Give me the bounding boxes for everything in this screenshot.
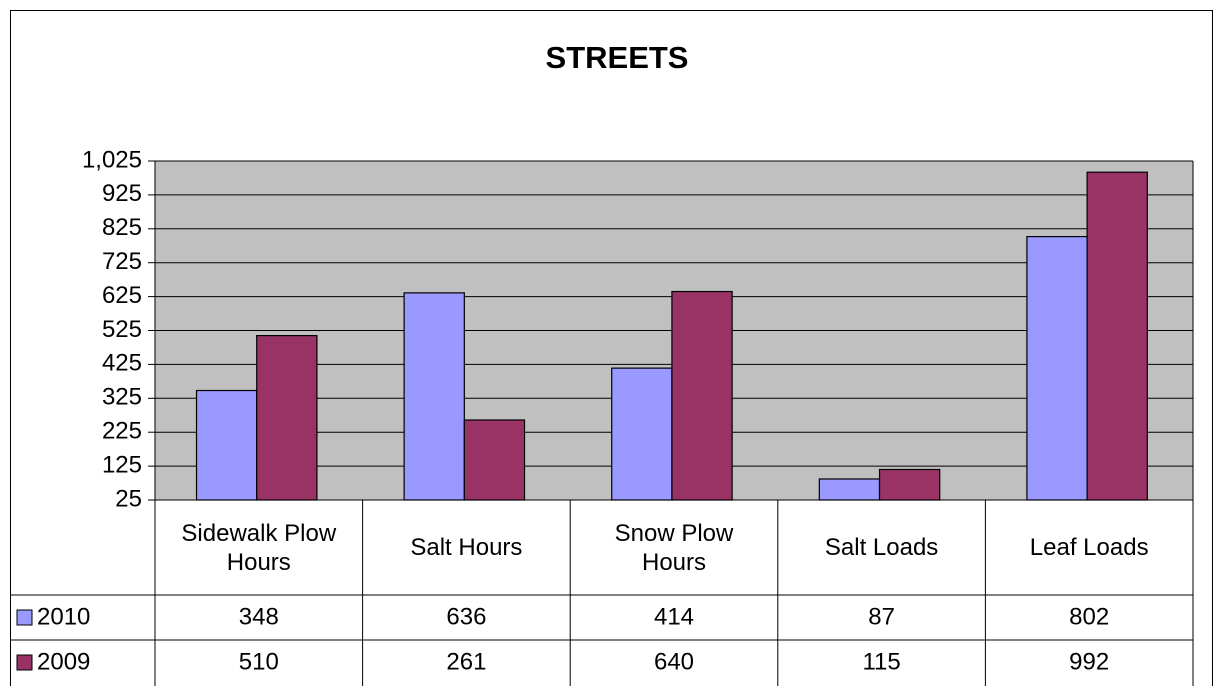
y-tick-label: 225	[102, 418, 142, 445]
table-value: 261	[446, 648, 486, 675]
legend-key	[16, 609, 33, 626]
bar	[1086, 171, 1148, 501]
bar	[256, 334, 318, 501]
category-text: Sidewalk Plow Hours	[181, 519, 337, 576]
y-tick-label: 925	[102, 180, 142, 207]
category-text: Salt Loads	[824, 534, 939, 561]
y-tick-label: 525	[102, 316, 142, 343]
chart-title: STREETS	[546, 40, 689, 75]
x-category-label: Salt Loads	[824, 534, 939, 561]
table-value: 640	[654, 648, 694, 675]
x-category-label: Snow Plow Hours	[614, 519, 734, 576]
table-value: 636	[446, 603, 486, 630]
bar	[878, 468, 941, 501]
bar	[403, 292, 465, 501]
legend-label: 2010	[37, 603, 90, 630]
y-tick-label: 125	[102, 451, 142, 478]
y-tick-label: 25	[115, 485, 142, 512]
table-value: 348	[239, 603, 279, 630]
x-category-label: Leaf Loads	[1029, 534, 1149, 561]
table-value: 87	[868, 603, 895, 630]
bar	[1026, 235, 1088, 501]
bar	[671, 290, 733, 501]
table-value: 992	[1069, 648, 1109, 675]
y-tick-label: 825	[102, 214, 142, 241]
x-category-label: Sidewalk Plow Hours	[181, 519, 337, 576]
table-value: 115	[862, 648, 900, 675]
category-text: Salt Hours	[410, 534, 523, 561]
table-value: 510	[239, 648, 279, 675]
legend-key	[16, 654, 33, 671]
bar	[611, 367, 673, 501]
legend-label: 2009	[37, 648, 90, 675]
category-text: Leaf Loads	[1029, 534, 1149, 561]
bar	[818, 478, 881, 501]
y-tick-label: 425	[102, 350, 142, 377]
bar	[463, 419, 526, 501]
y-tick-label: 725	[102, 248, 142, 275]
y-tick-label: 325	[102, 384, 142, 411]
category-text: Snow Plow Hours	[614, 519, 734, 576]
bar	[195, 389, 258, 501]
y-tick-label: 625	[102, 282, 142, 309]
x-category-label: Salt Hours	[410, 534, 523, 561]
y-tick-label: 1,025	[82, 146, 142, 173]
table-value: 802	[1069, 603, 1109, 630]
table-value: 414	[654, 603, 694, 630]
